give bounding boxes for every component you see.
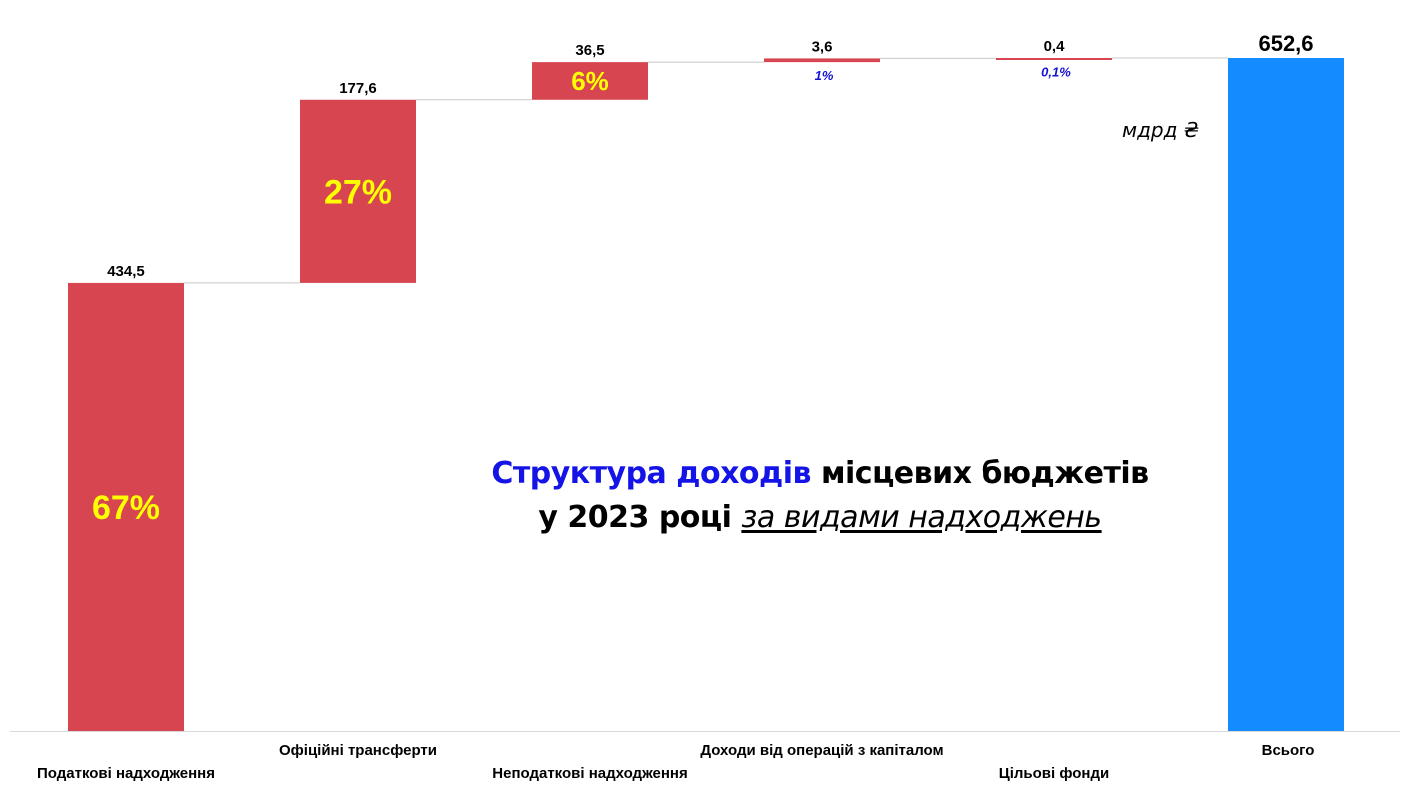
category-label: Всього [1262, 742, 1315, 759]
bar-total [1228, 58, 1344, 731]
chart-title-line-1: Структура доходів місцевих бюджетів [480, 452, 1160, 496]
bar-2 [300, 99, 416, 283]
value-label: 434,5 [107, 263, 145, 280]
unit-label: мдрд ₴ [1122, 118, 1200, 142]
value-label: 3,6 [812, 38, 833, 55]
connector-lines [184, 57, 1228, 284]
bar-5 [996, 58, 1112, 60]
chart-title-year: у 2023 році [538, 500, 742, 535]
category-label: Податкові надходження [37, 765, 215, 782]
bar-4 [764, 58, 880, 63]
category-label: Цільові фонди [999, 765, 1110, 782]
value-labels-group: 434,5 177,6 36,5 3,6 0,4 652,6 [107, 31, 1313, 280]
category-labels-group: Податкові надходження Офіційні трансферти… [37, 742, 1314, 782]
category-label: Неподаткові надходження [492, 765, 687, 782]
share-label: 27% [324, 173, 392, 211]
share-label: 67% [92, 489, 160, 527]
category-label: Доходи від операцій з капіталом [700, 742, 943, 759]
bar-3 [532, 62, 648, 100]
chart-title-line-2: у 2023 році за видами надходжень [480, 496, 1160, 540]
bar-1 [68, 282, 184, 731]
share-label: 0,1% [1041, 64, 1071, 79]
value-label: 177,6 [339, 80, 377, 97]
value-label: 652,6 [1258, 31, 1313, 56]
bars-group [68, 58, 1344, 731]
value-label: 0,4 [1044, 38, 1066, 55]
share-labels-group: 67% 27% 6% 1% 0,1% [92, 64, 1071, 527]
category-label: Офіційні трансферти [279, 742, 437, 759]
chart-title-emphasis: за видами надходжень [741, 500, 1102, 535]
chart-title-highlight: Структура доходів [491, 456, 812, 491]
chart-title: Структура доходів місцевих бюджетів у 20… [480, 452, 1160, 540]
share-label: 6% [571, 66, 609, 96]
chart-title-rest: місцевих бюджетів [811, 456, 1149, 491]
share-label: 1% [815, 68, 834, 83]
value-label: 36,5 [575, 42, 604, 59]
